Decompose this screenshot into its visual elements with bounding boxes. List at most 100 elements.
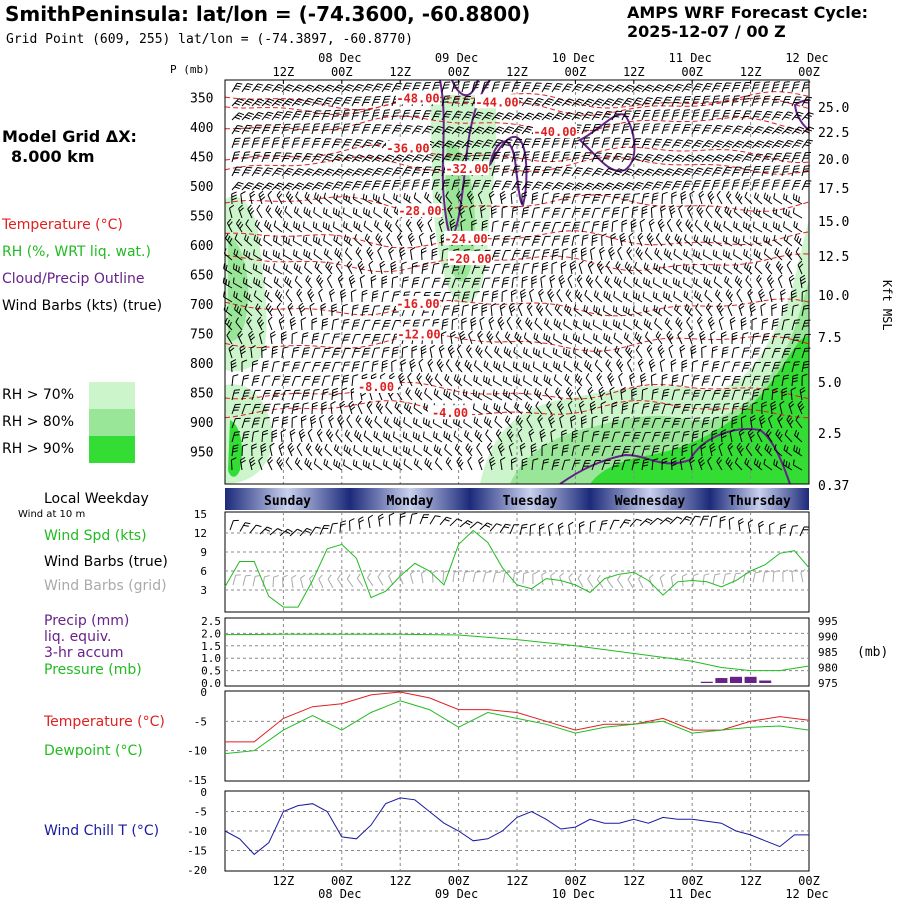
- wind-barb: [311, 182, 324, 191]
- wind-barb: [571, 111, 584, 121]
- wind-barb: [741, 389, 751, 401]
- wind-barb: [510, 289, 517, 303]
- wind-barb: [611, 431, 621, 443]
- wind-barb: [530, 443, 537, 457]
- wind-barb: [361, 304, 370, 317]
- wind-barb: [301, 84, 315, 93]
- wind-barb: [600, 401, 607, 415]
- wind-barb: [541, 207, 551, 219]
- wind-barb: [289, 428, 296, 443]
- wind-barb: [763, 192, 773, 205]
- wind-barb: [661, 373, 668, 387]
- wind-barb: [751, 179, 761, 191]
- height-tick-label: 2.5: [818, 427, 841, 442]
- wind-barb: [712, 573, 721, 585]
- isotherm-label-bg: [448, 251, 492, 266]
- wind-barb: [541, 82, 553, 93]
- wind-barb: [753, 192, 763, 205]
- wind-barb: [781, 81, 790, 93]
- wind-barb: [276, 456, 284, 471]
- wind-barb: [561, 151, 571, 163]
- wind-barb: [551, 182, 564, 191]
- wind-barb: [281, 152, 292, 163]
- wind-barb: [321, 388, 329, 401]
- wind-barb: [276, 302, 283, 317]
- wind-barb: [573, 347, 583, 359]
- wind-barb: [781, 374, 790, 387]
- wind-barb: [619, 232, 626, 247]
- wind-barb: [562, 333, 573, 345]
- wind-barb: [273, 276, 283, 289]
- label-wind-speed: Wind Spd (kts): [44, 528, 147, 544]
- wind-barb: [773, 192, 783, 205]
- wind-barb: [722, 249, 733, 261]
- wind-barb: [434, 373, 443, 387]
- wind-barb: [299, 527, 312, 537]
- wind-barb: [711, 167, 723, 177]
- wind-barb: [581, 111, 594, 121]
- wind-barb: [783, 221, 793, 233]
- wind-barb: [515, 415, 523, 429]
- wind-barb: [231, 417, 241, 429]
- wind-barb: [469, 521, 483, 529]
- wind-barb: [617, 246, 623, 261]
- wind-barb: [654, 318, 663, 331]
- wind-barb: [655, 233, 663, 247]
- wind-barb: [501, 138, 513, 149]
- wind-barb: [693, 249, 703, 261]
- wind-barb: [553, 333, 563, 345]
- wind-barb: [716, 302, 724, 317]
- wind-barb: [482, 571, 491, 583]
- wind-barb: [743, 249, 753, 261]
- wind-barb: [581, 459, 591, 471]
- wind-barb: [506, 316, 513, 331]
- wind-barb: [373, 207, 383, 219]
- time-tick-label: 12Z: [389, 65, 411, 79]
- wind-barb: [490, 205, 497, 219]
- wind-barb: [531, 181, 544, 191]
- wind-barb: [638, 574, 644, 589]
- time-tick-label: 00Z: [798, 874, 820, 888]
- wind-barb: [427, 358, 434, 373]
- wind-barb: [619, 519, 631, 529]
- wind-barb: [381, 180, 392, 191]
- wind-barb: [447, 344, 455, 359]
- wind-barb: [391, 319, 401, 331]
- isotherm-line: [225, 194, 809, 212]
- wind-barb: [774, 247, 783, 261]
- wind-barb: [629, 372, 635, 387]
- wind-barb: [481, 290, 490, 303]
- wind-barb: [489, 456, 496, 471]
- wind-barb: [531, 207, 540, 219]
- wind-barb: [433, 388, 443, 401]
- wind-barb: [351, 333, 361, 345]
- wind-barb: [251, 403, 261, 415]
- wind-barb: [522, 571, 530, 584]
- wind-barb: [301, 123, 311, 135]
- wind-barb: [291, 415, 298, 429]
- wind-barb: [651, 388, 659, 401]
- wind-barb: [301, 375, 311, 387]
- wind-barb: [672, 277, 683, 289]
- wind-barb: [241, 151, 251, 163]
- wind-barb: [344, 247, 353, 261]
- wind-barb: [563, 360, 573, 373]
- wind-barb: [231, 125, 243, 135]
- wind-barb: [431, 110, 442, 121]
- wind-barb: [573, 319, 583, 331]
- wind-barb: [761, 153, 773, 163]
- isotherm-label: -4.00: [432, 406, 468, 420]
- wind-barb: [712, 249, 723, 261]
- wind-barb: [763, 235, 773, 247]
- y-tick-label: 12: [194, 527, 207, 540]
- wind-barb: [273, 220, 283, 233]
- wind-barb: [416, 372, 423, 387]
- wind-barb: [265, 303, 274, 317]
- wind-barb: [491, 180, 502, 191]
- wind-barb: [701, 124, 713, 135]
- wind-barb: [459, 520, 473, 528]
- y-tick-label: 0: [200, 686, 207, 699]
- wind-barb: [641, 181, 654, 191]
- y-tick-label: 3: [200, 584, 207, 597]
